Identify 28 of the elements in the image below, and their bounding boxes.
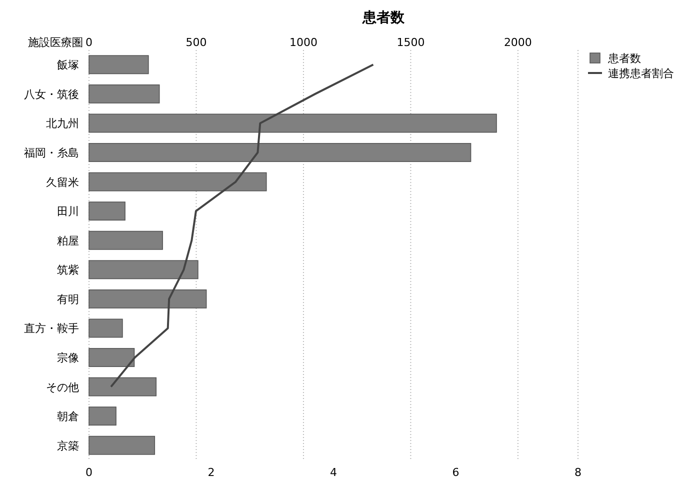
- y-tick-label: 直方・鞍手: [24, 322, 79, 336]
- x-tick-label: 6: [452, 466, 460, 479]
- y-tick-label: 宗像: [57, 352, 79, 364]
- y-tick-label: 北九州: [46, 117, 79, 130]
- y-tick-label: 田川: [57, 205, 79, 218]
- y-axis-title: 施設医療圏: [28, 36, 83, 49]
- x2-tick-label: 0: [86, 36, 92, 49]
- y-tick-label: 久留米: [46, 176, 79, 189]
- y-tick-label: その他: [46, 380, 79, 394]
- x2-tick-label: 1500: [396, 36, 425, 49]
- x2-tick-label: 2000: [504, 36, 532, 49]
- y-tick-label: 福岡・糸島: [24, 146, 79, 160]
- legend-label: 連携患者割合: [608, 67, 674, 80]
- x-tick-label: 2: [208, 466, 215, 479]
- y-tick-label: 筑紫: [57, 264, 79, 277]
- x-tick-label: 4: [330, 466, 337, 479]
- y-tick-label: 京築: [57, 439, 79, 452]
- y-tick-label: 粕屋: [57, 234, 79, 248]
- x-tick-label: 0: [86, 466, 92, 479]
- y-tick-label: 朝倉: [57, 410, 79, 424]
- y-tick-label: 有明: [57, 292, 79, 306]
- y-tick-label: 飯塚: [57, 58, 79, 72]
- x2-tick-label: 500: [186, 36, 207, 49]
- y-tick-label: 八女・筑後: [24, 88, 79, 101]
- x2-tick-label: 1000: [289, 36, 318, 49]
- chart-title: 患者数: [362, 10, 406, 26]
- legend-label: 患者数: [607, 52, 641, 65]
- x-tick-label: 8: [574, 466, 582, 479]
